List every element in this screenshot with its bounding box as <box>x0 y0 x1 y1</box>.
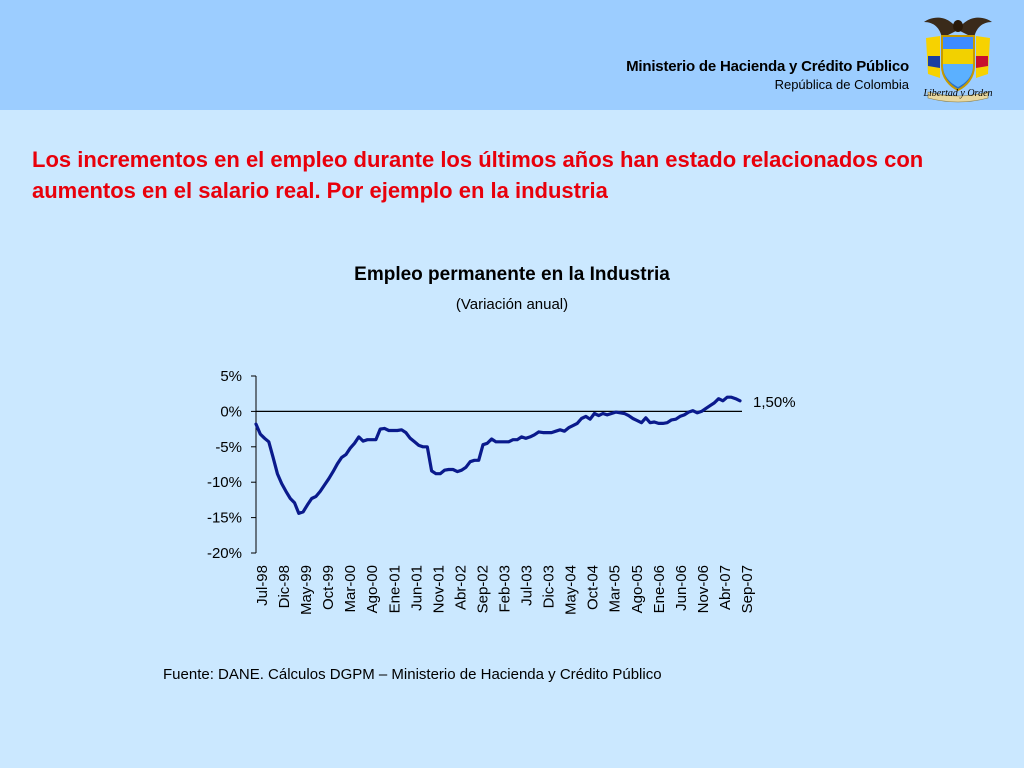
x-tick-label: May-04 <box>563 565 580 615</box>
x-tick-label: Abr-07 <box>717 565 734 610</box>
ministry-block: Ministerio de Hacienda y Crédito Público… <box>626 58 909 92</box>
headline: Los incrementos en el empleo durante los… <box>32 147 924 203</box>
chart-title: Empleo permanente en la Industria <box>354 264 670 285</box>
y-tick-label: -10% <box>207 474 242 491</box>
x-tick-label: Mar-00 <box>342 565 359 613</box>
x-tick-label: May-99 <box>298 565 315 615</box>
chart-subtitle: (Variación anual) <box>455 296 569 313</box>
x-tick-label: Jul-98 <box>254 565 271 606</box>
header-bar: Ministerio de Hacienda y Crédito Público… <box>0 0 1024 110</box>
x-tick-label: Ago-05 <box>629 565 646 613</box>
x-tick-label: Dic-98 <box>276 565 293 608</box>
y-tick-label: -15% <box>207 510 242 527</box>
series-line <box>254 395 742 516</box>
x-tick-label: Oct-04 <box>585 565 602 610</box>
x-tick-label: Abr-02 <box>452 565 469 610</box>
ministry-name: Ministerio de Hacienda y Crédito Público <box>626 58 909 75</box>
x-tick-label: Mar-05 <box>607 565 624 613</box>
y-tick-label: 0% <box>220 403 242 420</box>
x-tick-label: Ene-01 <box>386 565 403 613</box>
x-tick-label: Jul-03 <box>519 565 536 606</box>
motto-text: Libertad y Orden <box>923 88 993 99</box>
x-tick-label: Ene-06 <box>651 565 668 613</box>
x-tick-label: Jun-01 <box>408 565 425 611</box>
x-tick-label: Feb-03 <box>497 565 514 613</box>
x-tick-label: Dic-03 <box>541 565 558 608</box>
y-tick-label: -20% <box>207 545 242 562</box>
x-tick-label: Nov-01 <box>430 565 447 613</box>
end-value-annotation: 1,50% <box>753 394 796 411</box>
x-tick-label: Jun-06 <box>673 565 690 611</box>
country-name: República de Colombia <box>774 77 909 92</box>
x-tick-label: Oct-99 <box>320 565 337 610</box>
source-note: Fuente: DANE. Cálculos DGPM – Ministerio… <box>163 666 662 683</box>
x-tick-label: Ago-00 <box>364 565 381 613</box>
y-tick-label: 5% <box>220 368 242 385</box>
x-tick-label: Sep-02 <box>474 565 491 613</box>
y-tick-label: -5% <box>215 439 242 456</box>
x-tick-label: Nov-06 <box>695 565 712 613</box>
x-tick-label: Sep-07 <box>739 565 756 613</box>
coat-of-arms-icon <box>924 17 992 103</box>
